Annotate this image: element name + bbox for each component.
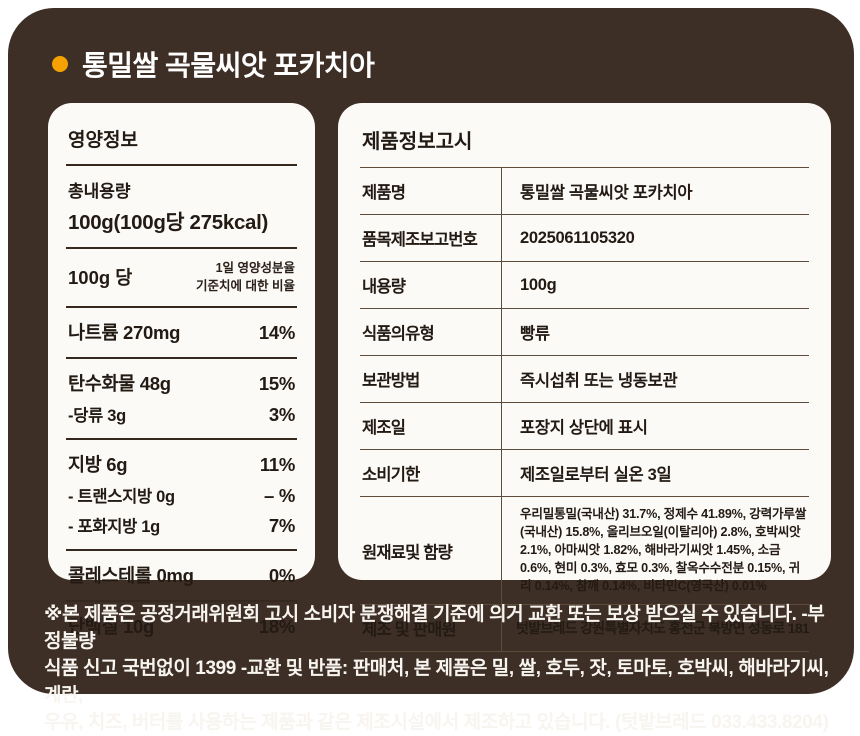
title-row: 통밀쌀 곡물씨앗 포카치아	[52, 44, 375, 84]
row-value-ingredients: 우리밀통밀(국내산) 31.7%, 정제수 41.89%, 강력가루쌀(국내산)…	[520, 507, 807, 593]
nutrient-percent: 0%	[268, 565, 295, 587]
total-amount-label: 총내용량	[68, 182, 131, 201]
table-row-food-type: 식품의유형 빵류	[360, 309, 809, 356]
nutrient-percent: – %	[264, 485, 295, 507]
row-value: 2025061105320	[520, 228, 635, 247]
row-label: 내용량	[360, 262, 502, 308]
nutrient-percent: 18%	[258, 616, 295, 638]
row-label: 제조 및 판매원	[360, 605, 502, 652]
row-label: 품목제조보고번호	[360, 215, 502, 261]
row-value: 빵류	[520, 325, 550, 343]
nutrient-percent: 15%	[258, 373, 295, 395]
bullet-dot-icon	[52, 56, 68, 72]
nutrient-name: 콜레스테롤 0mg	[68, 565, 194, 587]
nutrient-row-saturated-fat: - 포화지방 1g 7%	[68, 510, 295, 540]
row-value: 100g	[520, 275, 557, 294]
product-info-header: 제품정보고시	[360, 123, 809, 168]
nutrient-row-trans-fat: - 트랜스지방 0g – %	[68, 480, 295, 510]
nutrient-name: - 트랜스지방 0g	[68, 488, 175, 507]
daily-value-note-line1: 1일 영양성분율	[215, 261, 295, 275]
nutrition-header: 영양정보	[66, 123, 297, 166]
table-row-use-by: 소비기한 제조일로부터 실온 3일	[360, 450, 809, 497]
row-label: 원재료및 함량	[360, 497, 502, 605]
row-label: 보관방법	[360, 356, 502, 402]
daily-value-note: 1일 영양성분율 기준치에 대한 비율	[196, 259, 295, 295]
nutrient-name: -당류 3g	[68, 407, 126, 426]
table-row-report-number: 품목제조보고번호 2025061105320	[360, 215, 809, 262]
nutrient-name: 탄수화물 48g	[68, 373, 171, 395]
table-row-manufacturer: 제조 및 판매원 텃밭브레드 강원특별자치도 홍천군 북방면 성동로 181	[360, 605, 810, 653]
product-info-panel: 제품정보고시 제품명 통밀쌀 곡물씨앗 포카치아 품목제조보고번호 202506…	[338, 103, 831, 653]
row-value: 제조일로부터 실온 3일	[520, 466, 672, 484]
nutrient-row-sugars: -당류 3g 3%	[68, 399, 295, 429]
row-label: 제조일	[360, 403, 502, 449]
nutrient-row-carbohydrate: 탄수화물 48g 15%	[68, 367, 295, 399]
footer-notice: ※본 제품은 공정거래위원회 고시 소비자 분쟁해결 기준에 의거 교환 또는 …	[44, 601, 836, 736]
serving-label: 100g 당	[68, 267, 133, 289]
table-row-product-name: 제품명 통밀쌀 곡물씨앗 포카치아	[360, 168, 809, 215]
product-label-card: 통밀쌀 곡물씨앗 포카치아 영양정보 총내용량 100g(100g당 275kc…	[8, 8, 854, 733]
nutrient-percent: 11%	[259, 454, 295, 476]
row-label: 소비기한	[360, 450, 502, 496]
nutrient-name: 지방 6g	[68, 454, 128, 476]
nutrient-name: 단백질 10g	[68, 616, 154, 638]
table-row-manufacture-date: 제조일 포장지 상단에 표시	[360, 403, 809, 450]
nutrition-panel: 영양정보 총내용량 100g(100g당 275kcal) 100g 당 1일 …	[48, 103, 315, 637]
nutrient-group-carbs: 탄수화물 48g 15% -당류 3g 3%	[66, 359, 297, 441]
nutrient-group-cholesterol: 콜레스테롤 0mg 0%	[66, 551, 297, 603]
nutrient-row-sodium: 나트륨 270mg 14%	[68, 316, 295, 348]
footer-notice-line1: ※본 제품은 공정거래위원회 고시 소비자 분쟁해결 기준에 의거 교환 또는 …	[44, 604, 825, 652]
nutrient-row-cholesterol: 콜레스테롤 0mg 0%	[68, 559, 295, 591]
nutrient-row-protein: 단백질 10g 18%	[68, 610, 295, 642]
row-value: 포장지 상단에 표시	[520, 419, 648, 437]
row-value: 즉시섭취 또는 냉동보관	[520, 372, 678, 390]
nutrient-group-sodium: 나트륨 270mg 14%	[66, 308, 297, 360]
daily-value-note-line2: 기준치에 대한 비율	[196, 279, 295, 294]
product-title: 통밀쌀 곡물씨앗 포카치아	[82, 50, 375, 81]
nutrient-percent: 14%	[258, 322, 295, 344]
table-row-storage: 보관방법 즉시섭취 또는 냉동보관	[360, 356, 809, 403]
nutrient-percent: 7%	[268, 515, 295, 537]
nutrient-row-fat: 지방 6g 11%	[68, 448, 295, 480]
nutrient-percent: 3%	[268, 404, 295, 426]
row-label: 식품의유형	[360, 309, 502, 355]
table-row-net-content: 내용량 100g	[360, 262, 809, 309]
row-value: 통밀쌀 곡물씨앗 포카치아	[520, 184, 693, 202]
footer-notice-line2: 식품 신고 국번없이 1399 -교환 및 반품: 판매처, 본 제품은 밀, …	[44, 658, 829, 706]
nutrient-name: 나트륨 270mg	[68, 322, 181, 344]
row-label: 제품명	[360, 168, 502, 214]
footer-notice-line3: 우유, 치즈, 버터를 사용하는 제품과 같은 제조시설에서 제조하고 있습니다…	[44, 712, 829, 733]
total-amount-block: 총내용량 100g(100g당 275kcal)	[66, 166, 297, 249]
total-amount-value: 100g(100g당 275kcal)	[68, 211, 269, 234]
nutrient-group-fat: 지방 6g 11% - 트랜스지방 0g – % - 포화지방 1g 7%	[66, 440, 297, 552]
serving-row: 100g 당 1일 영양성분율 기준치에 대한 비율	[66, 249, 297, 309]
nutrient-name: - 포화지방 1g	[68, 518, 160, 537]
row-value: 텃밭브레드 강원특별자치도 홍천군 북방면 성동로 181	[516, 620, 810, 637]
table-row-ingredients: 원재료및 함량 우리밀통밀(국내산) 31.7%, 정제수 41.89%, 강력…	[360, 497, 809, 606]
nutrient-group-protein: 단백질 10g 18%	[66, 602, 297, 651]
